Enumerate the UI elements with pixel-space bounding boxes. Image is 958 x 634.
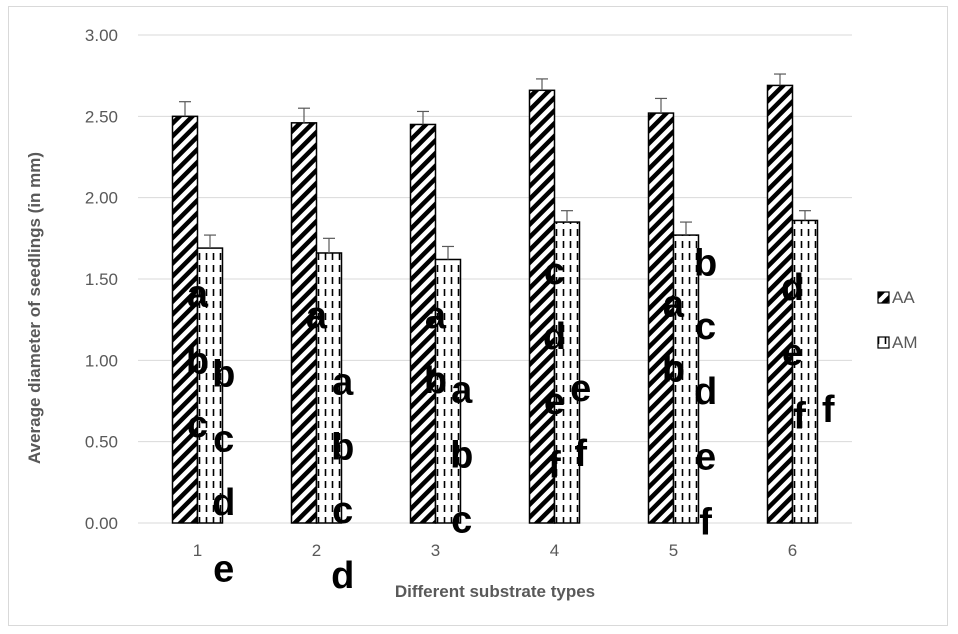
significance-letter: d (781, 267, 804, 309)
significance-letter: f (548, 444, 561, 486)
gridlines (138, 34, 852, 524)
significance-letter: b (450, 435, 473, 477)
x-tick-label: 3 (431, 541, 440, 560)
significance-letter: f (574, 433, 587, 475)
bar-am (672, 234, 700, 524)
significance-letter: f (793, 396, 806, 438)
legend-label-aa: AA (892, 288, 915, 307)
y-tick-label: 0.50 (85, 433, 118, 452)
significance-letter: c (187, 404, 208, 446)
significance-letter: e (544, 381, 565, 423)
bar-am (434, 258, 462, 524)
bar-aa (647, 112, 675, 524)
bar-aa (766, 84, 794, 524)
error-bars (179, 73, 811, 260)
bar-am (791, 219, 819, 524)
significance-letter: b (331, 427, 354, 469)
bar-am (315, 252, 343, 524)
significance-letter: c (451, 500, 472, 542)
x-tick-label: 4 (550, 541, 559, 560)
significance-letter: b (424, 360, 447, 402)
bar-am (553, 221, 581, 524)
significance-letter: a (425, 295, 447, 337)
significance-letter: e (782, 332, 803, 374)
y-axis-ticks: 0.00 0.50 1.00 1.50 2.00 2.50 3.00 (85, 26, 118, 533)
y-tick-label: 1.00 (85, 351, 118, 370)
significance-letter: f (822, 389, 835, 431)
significance-letter: a (187, 274, 209, 316)
significance-letter: f (699, 501, 712, 543)
significance-letter: d (694, 371, 717, 413)
significance-letter: b (212, 353, 235, 395)
y-tick-label: 3.00 (85, 26, 118, 45)
y-tick-label: 1.50 (85, 270, 118, 289)
legend: AA AM (877, 288, 918, 352)
significance-letter: a (663, 283, 685, 325)
legend-swatch-am (877, 336, 890, 349)
significance-letter: a (451, 370, 473, 412)
significance-letter: a (306, 295, 328, 337)
x-tick-label: 2 (312, 541, 321, 560)
y-tick-label: 0.00 (85, 514, 118, 533)
x-tick-label: 1 (193, 541, 202, 560)
significance-letter: b (186, 340, 209, 382)
legend-swatch-aa (877, 291, 890, 304)
significance-letter: b (694, 243, 717, 285)
significance-letter: d (331, 555, 354, 597)
significance-letter: c (695, 306, 716, 348)
x-axis-title: Different substrate types (395, 582, 595, 601)
bar-aa (290, 122, 318, 524)
significance-letter: c (332, 490, 353, 532)
bar-aa (528, 89, 556, 524)
significance-letter: e (213, 549, 234, 591)
bar-am (196, 247, 224, 524)
y-tick-label: 2.00 (85, 189, 118, 208)
significance-letter: c (544, 251, 565, 293)
bar-aa (171, 115, 199, 524)
significance-letter: b (662, 348, 685, 390)
significance-letter: d (212, 482, 235, 524)
y-tick-label: 2.50 (85, 107, 118, 126)
significance-letter: d (543, 316, 566, 358)
x-tick-label: 5 (669, 541, 678, 560)
bar-aa (409, 123, 437, 524)
y-axis-title: Average diameter of seedlings (in mm) (25, 152, 44, 464)
significance-letter: e (695, 436, 716, 478)
bars (171, 84, 819, 524)
x-axis-ticks: 1 2 3 4 5 6 (193, 541, 797, 560)
significance-letter: e (570, 368, 591, 410)
significance-letter: c (213, 418, 234, 460)
x-tick-label: 6 (788, 541, 797, 560)
legend-label-am: AM (892, 333, 918, 352)
significance-letter: a (332, 361, 354, 403)
